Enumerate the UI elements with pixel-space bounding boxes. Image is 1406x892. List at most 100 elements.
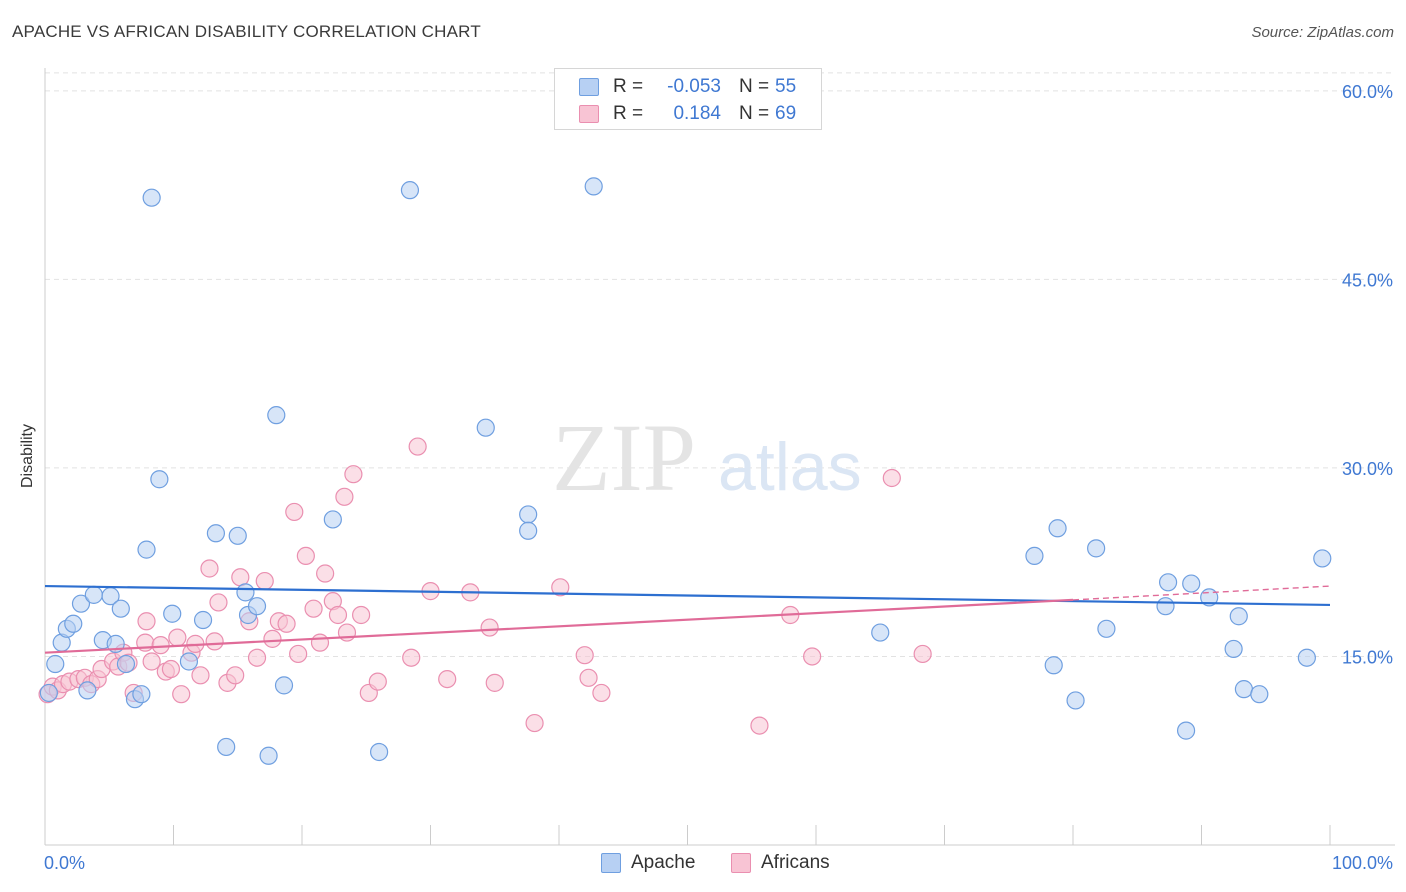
africans-point (438, 669, 457, 689)
africans-point (575, 646, 594, 665)
series-legend: Apache Africans (0, 852, 1406, 876)
africans-point (480, 618, 499, 637)
r-label: R = (613, 103, 644, 124)
apache-point (323, 510, 342, 529)
africans-point (209, 593, 228, 612)
apache-point (142, 188, 161, 207)
apache-point (71, 594, 91, 613)
axes (44, 68, 1395, 846)
africans-point (142, 652, 161, 671)
apache-point (1229, 607, 1248, 626)
africans-point (525, 713, 544, 733)
africans-point (226, 666, 245, 685)
africans-point (277, 614, 296, 633)
apache-point (1297, 648, 1316, 667)
legend-label-apache: Apache (631, 852, 696, 873)
apache-point (1176, 721, 1196, 740)
apache-point (217, 737, 236, 757)
apache-point (1156, 597, 1175, 616)
africans-point (408, 437, 427, 456)
apache-point (1234, 680, 1254, 699)
apache-point (1048, 519, 1067, 538)
africans-point (316, 564, 335, 583)
grid-lines (45, 72, 1395, 657)
apache-point (84, 585, 103, 604)
apache-point (871, 623, 890, 642)
apache-point (1158, 573, 1178, 592)
apache-point (137, 540, 156, 559)
tick-labels: 15.0% 30.0% 45.0% 60.0% 0.0% 100.0% (44, 82, 1393, 873)
y-tick-label: 15.0% (1342, 647, 1393, 667)
apache-point (247, 597, 267, 616)
r-value: 0.184 (673, 103, 721, 124)
apache-point (39, 683, 58, 703)
legend-item-africans[interactable]: Africans (731, 852, 830, 874)
africans-point (151, 636, 170, 655)
y-tick-label: 30.0% (1342, 459, 1393, 479)
apache-point (179, 652, 199, 671)
apache-points (39, 177, 1332, 765)
apache-point (400, 181, 420, 200)
correlation-legend: R = -0.053 N = 55 R = 0.184 N = 69 (554, 68, 822, 130)
africans-point (328, 605, 348, 625)
africans-point (882, 468, 901, 488)
africans-point (335, 487, 354, 506)
apache-swatch (579, 78, 599, 96)
apache-point (236, 583, 255, 602)
n-label: N = (739, 103, 770, 124)
africans-point (289, 644, 308, 664)
n-label: N = (739, 76, 770, 97)
r-label: R = (613, 76, 644, 97)
apache-point (132, 685, 151, 704)
apache-trend-line (44, 584, 1331, 607)
africans-point (310, 633, 330, 652)
africans-point (255, 571, 274, 591)
africans-point (592, 683, 611, 703)
apache-point (1250, 685, 1269, 704)
africans-point (263, 629, 282, 648)
legend-row-africans: R = 0.184 N = 69 (579, 102, 796, 126)
apache-point (1224, 639, 1243, 659)
africans-point (161, 659, 181, 679)
africans-point (579, 668, 598, 687)
apache-point (370, 742, 389, 762)
watermark: ZIP atlas (552, 404, 862, 511)
apache-point (1025, 546, 1044, 566)
africans-swatch (731, 853, 751, 873)
africans-trend-line (44, 598, 1074, 654)
africans-point (368, 672, 387, 691)
apache-point (519, 521, 538, 540)
africans-point (200, 559, 219, 578)
africans-point (750, 716, 769, 735)
apache-point (267, 406, 286, 425)
source-label: Source: ZipAtlas.com (1251, 24, 1394, 41)
apache-point (150, 470, 169, 489)
watermark-atlas: atlas (718, 429, 862, 505)
apache-point (46, 654, 65, 674)
apache-point (1313, 549, 1332, 568)
africans-point (191, 666, 210, 685)
africans-point (551, 578, 570, 597)
africans-point (205, 632, 224, 651)
apache-point (476, 418, 495, 437)
africans-point (285, 502, 304, 522)
watermark-zip: ZIP (552, 404, 696, 511)
africans-point (231, 568, 250, 587)
apache-point (206, 524, 226, 543)
apache-point (274, 676, 294, 695)
apache-point (78, 681, 97, 700)
apache-point (584, 177, 603, 196)
apache-point (519, 505, 538, 524)
x-tick-label-max: 100.0% (1332, 853, 1393, 873)
apache-point (1087, 539, 1106, 558)
legend-label-africans: Africans (761, 852, 830, 873)
apache-point (193, 610, 213, 630)
legend-item-apache[interactable]: Apache (601, 852, 695, 874)
africans-point (344, 465, 363, 484)
y-tick-label: 60.0% (1342, 82, 1393, 102)
africans-point (296, 546, 315, 566)
apache-point (1066, 691, 1085, 710)
africans-point (803, 647, 822, 666)
africans-point (168, 628, 187, 647)
